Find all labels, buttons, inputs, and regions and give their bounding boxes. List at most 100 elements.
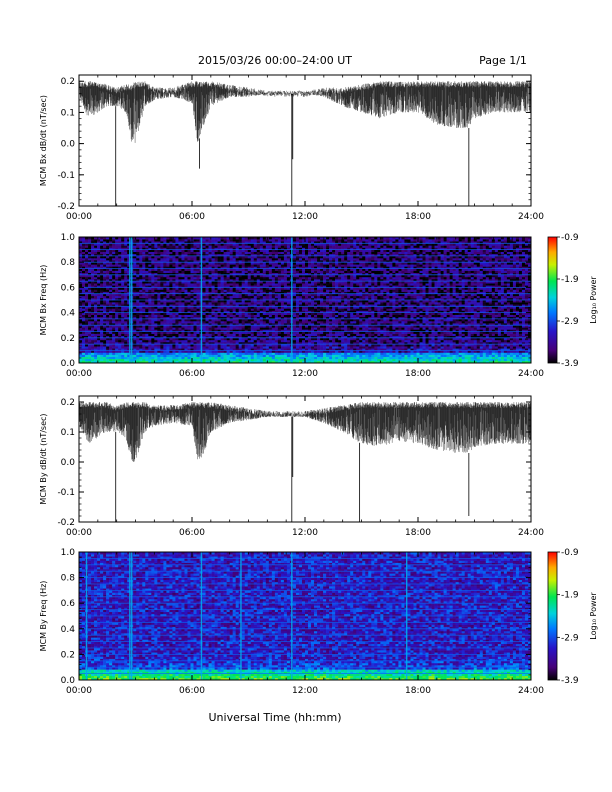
spectrogram-cell [112, 239, 116, 242]
spectrogram-cell [79, 237, 83, 240]
spectrogram-cell [127, 258, 131, 261]
spectrogram-cell [187, 272, 191, 276]
spectrogram-cell [238, 249, 243, 252]
spectrogram-cell [193, 321, 197, 324]
spectrogram-cell [157, 304, 161, 307]
spectrogram-cell [202, 348, 206, 351]
spectrogram-cell [94, 251, 98, 255]
spectrogram-cell [166, 321, 170, 324]
spectrogram-cell [317, 279, 321, 282]
spectrogram-cell [118, 247, 122, 250]
spectrogram-cell [82, 241, 86, 244]
spectrogram-cell [118, 289, 122, 292]
spectrogram-cell [311, 266, 315, 269]
spectrogram-cell [184, 253, 188, 257]
spectrogram-cell [223, 323, 227, 326]
spectrogram-cell [145, 308, 149, 311]
spectrogram-cell [298, 266, 303, 269]
spectrogram-cell [193, 243, 197, 246]
spectrogram-cell [295, 310, 300, 313]
spectrogram-cell [112, 237, 116, 240]
spectrogram-cell [226, 356, 230, 360]
spectrogram-cell [317, 339, 321, 343]
spectrogram-cell [193, 308, 197, 311]
spectrogram-cell [82, 339, 86, 343]
spectrogram-cell [103, 279, 107, 282]
spectrogram-cell [223, 251, 227, 255]
spectrogram-cell [151, 325, 155, 328]
spectrogram-cell [91, 293, 95, 297]
spectrogram-cell [136, 243, 140, 246]
spectrogram-cell [166, 318, 170, 322]
spectrogram-cell [220, 302, 224, 305]
spectrogram-cell [301, 300, 306, 303]
spectrogram-cell [163, 323, 167, 326]
spectrogram-cell [317, 241, 321, 244]
spectrogram-cell [100, 247, 104, 250]
spectrogram-cell [163, 321, 167, 324]
spectrogram-cell [91, 318, 95, 322]
spectrogram-cell [160, 243, 164, 246]
spectrogram-cell [205, 245, 209, 248]
spectrogram-cell [82, 279, 86, 282]
spectrogram-cell [88, 279, 92, 282]
spectrogram-cell [292, 237, 297, 240]
spectrogram-cell [202, 327, 206, 330]
spectrogram-cell [226, 291, 230, 294]
spectrogram-cell [229, 344, 233, 347]
spectrogram-cell [241, 260, 246, 263]
spectrogram-cell [241, 310, 246, 313]
spectrogram-cell [97, 333, 101, 336]
spectrogram-cell [94, 356, 98, 360]
spectrogram-cell [112, 253, 116, 257]
spectrogram-cell [292, 360, 297, 364]
spectrogram-cell [277, 281, 282, 284]
spectrogram-cell [178, 237, 182, 240]
spectrogram-cell [82, 283, 86, 286]
spectrogram-cell [283, 264, 288, 267]
spectrogram-cell [253, 323, 258, 326]
spectrogram-cell [314, 337, 318, 341]
spectrogram-cell [253, 346, 258, 349]
spectrogram-cell [103, 318, 107, 322]
spectrogram-cell [295, 264, 300, 267]
spectrogram-cell [205, 356, 209, 360]
spectrogram-cell [268, 297, 273, 301]
spectrogram-cell [235, 356, 239, 360]
spectrogram-cell [214, 358, 218, 362]
spectrogram-cell [148, 318, 152, 322]
spectrogram-cell [163, 293, 167, 297]
spectrogram-cell [283, 310, 288, 313]
spectrogram-cell [301, 272, 306, 276]
spectrogram-cell [187, 253, 191, 257]
spectrogram-cell [139, 337, 143, 341]
spectrogram-cell [268, 348, 273, 351]
spectrogram-cell [271, 297, 276, 301]
spectrogram-cell [154, 260, 158, 263]
spectrogram-cell [133, 358, 137, 362]
spectrogram-cell [211, 272, 215, 276]
spectrogram-cell [169, 251, 173, 255]
spectrogram-cell [229, 318, 233, 322]
spectrogram-cell [256, 310, 261, 313]
spectrogram-cell [305, 354, 309, 357]
spectrogram-cell [229, 310, 233, 313]
spectrogram-cell [259, 276, 264, 280]
spectrogram-cell [151, 258, 155, 261]
spectrogram-cell [244, 335, 249, 339]
spectrogram-cell [274, 325, 279, 328]
spectrogram-cell [286, 241, 291, 244]
spectrogram-cell [187, 293, 191, 297]
spectrogram-cell [311, 360, 315, 364]
spectrogram-cell [223, 304, 227, 307]
spectrogram-cell [178, 247, 182, 250]
spectrogram-cell [311, 270, 315, 273]
spectrogram-cell [208, 327, 212, 330]
spectrogram-cell [277, 255, 282, 259]
spectrogram-cell [175, 350, 179, 353]
spectrogram-cell [217, 295, 221, 299]
spectrogram-cell [136, 237, 140, 240]
bx-dbdt-panel: 00:00 06:00 12:00 18:00 24:00-0.2-0.10.00.10… [39, 74, 544, 222]
spectrogram-cell [283, 308, 288, 311]
spectrogram-cell [91, 241, 95, 244]
